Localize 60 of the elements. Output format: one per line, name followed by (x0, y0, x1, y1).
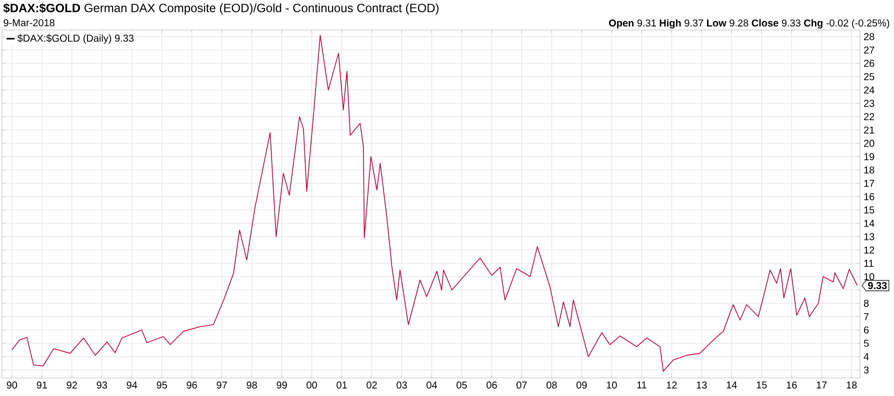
y-tick-label: 28 (864, 33, 874, 40)
y-tick-label: 8 (864, 300, 869, 307)
x-tick-label: 96 (186, 382, 197, 389)
x-tick-label: 00 (306, 382, 317, 389)
x-tick-label: 17 (816, 382, 827, 388)
y-tick-label: 16 (864, 193, 874, 200)
y-tick-label: 24 (864, 86, 874, 94)
x-tick-label: 11 (637, 382, 646, 388)
y-tick-label: 19 (864, 153, 874, 160)
annotation: 9.33 (868, 282, 887, 290)
y-tick-label: 3 (864, 366, 869, 374)
y-tick-label: 12 (864, 246, 874, 254)
x-tick-label: 12 (666, 382, 677, 388)
x-tick-label: 10 (606, 382, 617, 389)
x-tick-label: 15 (756, 382, 767, 388)
y-tick-label: 5 (864, 340, 869, 347)
x-tick-label: 91 (36, 382, 47, 389)
x-tick-label: 97 (216, 382, 227, 389)
y-tick-label: 21 (864, 126, 874, 134)
y-tick-label: 22 (864, 113, 874, 120)
x-tick-label: 05 (456, 382, 467, 389)
x-tick-label: 18 (846, 382, 857, 389)
x-tick-label: 99 (276, 382, 287, 389)
x-tick-label: 90 (6, 382, 18, 389)
y-tick-label: 23 (864, 100, 874, 107)
x-tick-label: 94 (126, 382, 138, 389)
y-tick-label: 18 (864, 166, 874, 174)
y-tick-label: 25 (864, 73, 874, 80)
x-tick-label: 95 (156, 382, 167, 389)
y-tick-label: 4 (864, 353, 869, 360)
x-tick-label: 93 (96, 382, 108, 389)
y-tick-label: 11 (864, 260, 874, 267)
x-tick-label: 13 (696, 382, 707, 389)
x-tick-label: 16 (786, 382, 797, 389)
y-tick-label: 27 (864, 46, 874, 54)
x-tick-label: 02 (366, 382, 377, 389)
y-tick-label: 7 (864, 313, 869, 320)
x-tick-label: 07 (516, 382, 527, 389)
x-tick-label: 09 (576, 382, 587, 389)
y-tick-label: 6 (864, 326, 869, 334)
x-tick-label: 06 (486, 382, 497, 389)
line-series (12, 34, 858, 372)
x-tick-label: 92 (66, 382, 77, 389)
y-tick-label: 17 (864, 180, 874, 187)
text: Open 9.31 High 9.37 Low 9.28 Close 9.33 Chg -0.02 (-0.25%) (608, 19, 890, 29)
y-tick-label: 13 (864, 233, 874, 240)
y-tick-label: 14 (864, 220, 874, 227)
x-tick-label: 98 (246, 382, 257, 389)
y-tick-label: 10 (864, 273, 874, 280)
chart-subtitle: 9-Mar-2018 (4, 19, 54, 26)
x-tick-label: 03 (396, 382, 407, 389)
y-tick-label: 26 (864, 60, 874, 67)
chart-title: $DAX:$GOLD German DAX Composite (EOD)/Gold - Continuous Contract (EOD) (3, 3, 439, 15)
y-tick-label: 20 (864, 140, 874, 147)
x-tick-label: 01 (336, 382, 347, 389)
y-tick-label: 15 (864, 206, 874, 214)
x-tick-label: 08 (546, 382, 557, 389)
x-tick-label: 14 (726, 382, 737, 388)
x-tick-label: 04 (426, 382, 438, 389)
text: $DAX:$GOLD (Daily) 9.33 (17, 34, 134, 44)
